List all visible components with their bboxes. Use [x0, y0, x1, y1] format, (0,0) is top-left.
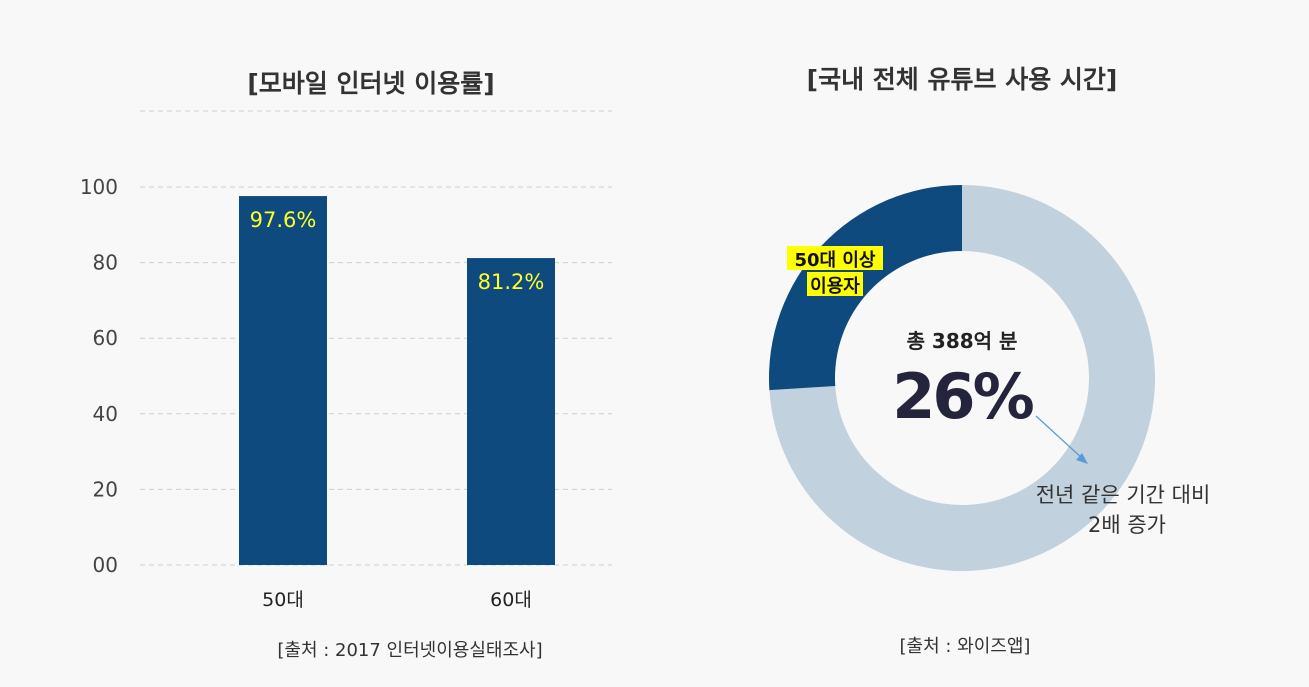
slice-label-line1: 50대 이상 — [795, 250, 876, 271]
bar-chart-source: [출처 : 2017 인터넷이용실태조사] — [277, 640, 542, 661]
y-tick-label: 80 — [93, 251, 118, 275]
annotation-arrow-line — [1035, 415, 1084, 460]
slice-label-line2: 이용자 — [810, 276, 860, 297]
bars — [239, 196, 555, 565]
highlight-label-bg-2 — [807, 272, 863, 296]
y-axis-ticks: 00 20 40 60 80 100 — [80, 175, 118, 577]
data-labels: 97.6% 81.2% — [250, 208, 545, 294]
bar — [239, 196, 327, 565]
y-tick-label: 100 — [80, 175, 118, 199]
donut-center-percentage: 26% — [892, 360, 1033, 433]
donut-center-total: 총 388억 분 — [907, 329, 1018, 353]
bar — [467, 258, 555, 565]
y-tick-label: 00 — [93, 553, 118, 577]
donut-chart: [국내 전체 유튜브 사용 시간] 50대 이상 이용자 총 388억 분 26… — [768, 65, 1211, 657]
donut-slice-50s-and-above — [768, 185, 962, 391]
x-category-label: 50대 — [262, 589, 304, 611]
highlight-label-bg-1 — [787, 246, 883, 270]
y-tick-label: 40 — [93, 402, 118, 426]
donut-chart-source: [출처 : 와이즈앱] — [900, 636, 1031, 657]
annotation-arrow-head-icon — [1076, 453, 1088, 464]
annotation-line1: 전년 같은 기간 대비 — [1036, 483, 1211, 507]
donut-chart-title: [국내 전체 유튜브 사용 시간] — [807, 65, 1118, 94]
x-category-label: 60대 — [490, 589, 532, 611]
x-axis-categories: 50대 60대 — [262, 589, 532, 611]
bar-chart: [모바일 인터넷 이용률] 00 20 40 60 80 100 97.6% 81.2% 5… — [80, 69, 612, 661]
annotation-line2: 2배 증가 — [1088, 513, 1166, 537]
bar-value-label: 97.6% — [250, 208, 317, 232]
donut-slice-rest — [769, 185, 1155, 571]
y-tick-label: 60 — [93, 326, 118, 350]
bar-value-label: 81.2% — [478, 270, 545, 294]
gridlines — [140, 186, 612, 566]
y-tick-label: 20 — [93, 477, 118, 501]
bar-chart-title: [모바일 인터넷 이용률] — [247, 69, 494, 98]
